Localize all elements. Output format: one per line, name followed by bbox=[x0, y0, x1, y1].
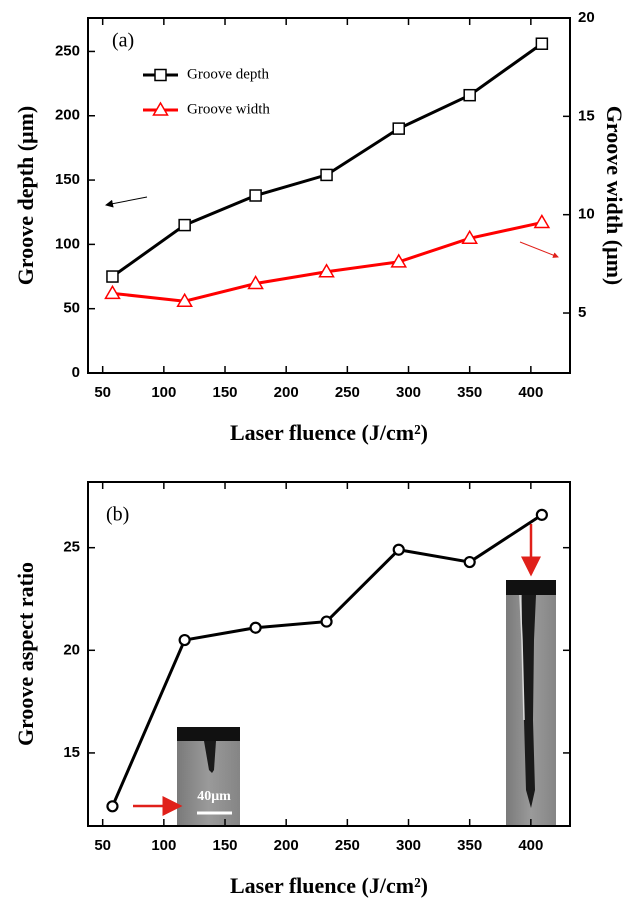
marker bbox=[178, 218, 191, 232]
marker bbox=[535, 37, 549, 50]
y-tick-label: 150 bbox=[55, 171, 80, 188]
x-tick-label: 400 bbox=[518, 384, 543, 401]
y-tick-label: 25 bbox=[63, 539, 80, 556]
series-line bbox=[112, 221, 543, 303]
marker bbox=[106, 270, 119, 283]
y-tick-label: 20 bbox=[63, 641, 80, 658]
x-tick-label: 200 bbox=[274, 384, 299, 401]
annotation: (a) bbox=[112, 30, 134, 52]
y-axis-label: Groove aspect ratio bbox=[13, 562, 38, 746]
x-tick-label: 100 bbox=[151, 384, 176, 401]
y2-tick-label: 5 bbox=[578, 304, 586, 321]
marker bbox=[247, 275, 264, 290]
legend-marker bbox=[154, 68, 167, 82]
x-tick-label: 300 bbox=[396, 837, 421, 854]
x-axis-label: Laser fluence (J/cm²) bbox=[230, 873, 428, 898]
y-tick-label: 15 bbox=[63, 744, 80, 761]
y2-tick-label: 15 bbox=[578, 107, 595, 124]
marker bbox=[176, 292, 193, 307]
sem-inset bbox=[506, 580, 556, 826]
marker bbox=[533, 214, 551, 229]
marker bbox=[461, 229, 478, 245]
marker bbox=[249, 621, 262, 634]
x-tick-label: 150 bbox=[212, 384, 237, 401]
y2-tick-label: 10 bbox=[578, 206, 595, 223]
marker bbox=[318, 263, 335, 278]
x-tick-label: 100 bbox=[151, 837, 176, 854]
x-tick-label: 400 bbox=[518, 837, 543, 854]
y-tick-label: 100 bbox=[55, 235, 80, 252]
plot-frame bbox=[87, 481, 571, 827]
series-line bbox=[111, 42, 543, 278]
y-tick-label: 250 bbox=[55, 42, 80, 59]
x-tick-label: 150 bbox=[212, 837, 237, 854]
x-tick-label: 50 bbox=[94, 837, 111, 854]
marker bbox=[463, 555, 476, 569]
x-tick-label: 350 bbox=[457, 837, 482, 854]
marker bbox=[249, 189, 262, 202]
y-axis-label: Groove depth (μm) bbox=[13, 106, 38, 286]
legend-label: Groove depth bbox=[187, 66, 270, 82]
y2-tick-label: 20 bbox=[578, 9, 595, 26]
x-tick-label: 250 bbox=[335, 384, 360, 401]
y-tick-label: 200 bbox=[55, 107, 80, 124]
annotation: 40μm bbox=[197, 789, 231, 804]
marker bbox=[104, 284, 121, 300]
marker bbox=[106, 800, 119, 813]
marker bbox=[535, 508, 548, 521]
marker bbox=[320, 615, 333, 628]
marker bbox=[178, 633, 191, 647]
x-tick-label: 350 bbox=[457, 384, 482, 401]
legend-label: Groove width bbox=[187, 101, 270, 117]
axis-pointer bbox=[519, 241, 559, 258]
plot-frame bbox=[87, 17, 571, 374]
marker bbox=[320, 168, 333, 182]
axis-pointer bbox=[105, 196, 148, 208]
series-line bbox=[111, 513, 543, 807]
x-axis-label: Laser fluence (J/cm²) bbox=[230, 420, 428, 445]
y-tick-label: 0 bbox=[72, 364, 80, 381]
annotation: (b) bbox=[106, 504, 129, 526]
marker bbox=[463, 88, 476, 102]
marker bbox=[390, 253, 408, 268]
legend-marker bbox=[152, 101, 169, 116]
x-tick-label: 200 bbox=[274, 837, 299, 854]
sem-inset bbox=[177, 727, 240, 827]
y-tick-label: 50 bbox=[63, 300, 80, 317]
marker bbox=[392, 122, 405, 135]
marker bbox=[392, 543, 405, 556]
x-tick-label: 50 bbox=[94, 384, 111, 401]
x-tick-label: 250 bbox=[335, 837, 360, 854]
y2-axis-label: Groove width (μm) bbox=[602, 106, 627, 286]
x-tick-label: 300 bbox=[396, 384, 421, 401]
